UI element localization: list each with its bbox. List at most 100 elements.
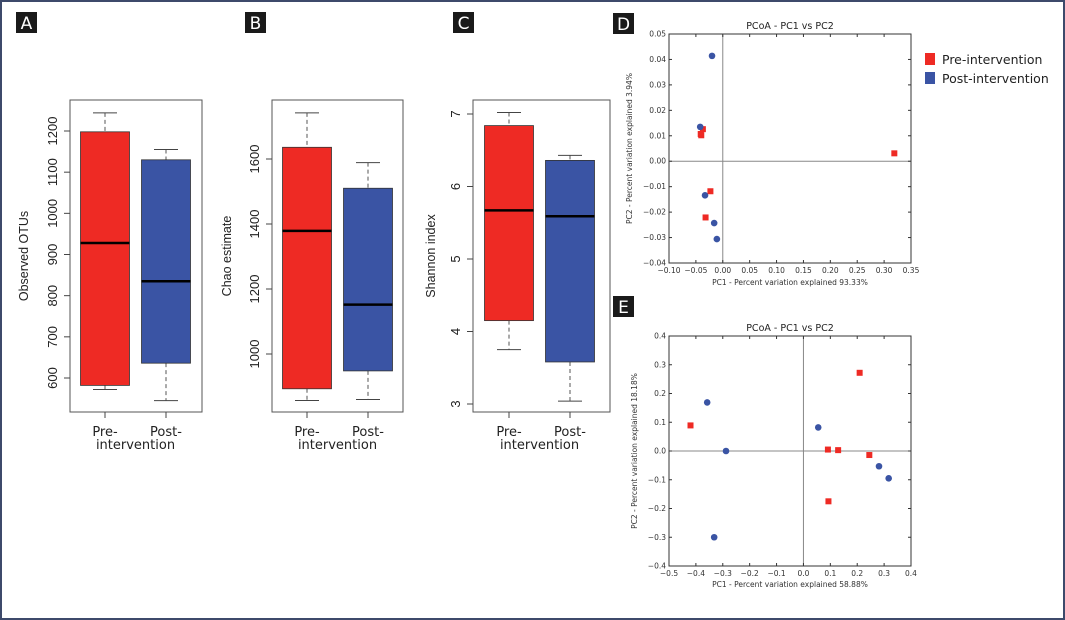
- box-post: [141, 149, 191, 402]
- panel-label-box: [453, 12, 474, 33]
- panel-label-text: A: [21, 14, 33, 34]
- panel-label-text: D: [617, 15, 630, 35]
- x-axis-title: PC1 - Percent variation explained 93.33%: [712, 278, 868, 287]
- y-tick-label: 3: [448, 400, 463, 407]
- x-category-label: Post-: [352, 425, 384, 440]
- x-axis-title: PC1 - Percent variation explained 58.88%: [712, 580, 868, 589]
- y-tick-label: −0.02: [643, 208, 666, 217]
- panel-label-box: [16, 12, 37, 33]
- y-axis-title: PC2 - Percent variation explained 3.94%: [625, 73, 634, 224]
- x-category-label-line2: intervention: [96, 438, 175, 453]
- x-category-label-line2: intervention: [298, 438, 377, 453]
- data-point-pre: [824, 446, 831, 453]
- x-category-label: Pre-: [92, 425, 118, 440]
- y-tick-label: 1000: [45, 199, 60, 228]
- y-tick-label: 0.2: [654, 389, 666, 398]
- y-tick-label: 0.05: [649, 30, 666, 39]
- y-tick-label: 0.03: [649, 80, 666, 89]
- y-tick-label: 0.0: [654, 447, 666, 456]
- box-post: [343, 162, 393, 400]
- y-tick-label: 0.04: [649, 55, 666, 64]
- data-point-pre: [835, 447, 842, 454]
- plot-frame: [668, 33, 912, 264]
- boxplot-panel-a: 600 700 800 900 1000 1100 1200 Observed OTUs Pre…: [17, 99, 203, 453]
- y-tick-label: 1200: [247, 275, 262, 304]
- panel-label-text: C: [458, 14, 470, 34]
- panel-label-box: [245, 12, 266, 33]
- data-point-post: [696, 123, 704, 131]
- y-tick-label: 1600: [247, 145, 262, 174]
- iqr-box: [343, 187, 393, 372]
- data-point-pre: [698, 132, 705, 139]
- legend-item-pre: Pre-intervention: [925, 52, 1042, 67]
- plot-frame: [472, 99, 611, 413]
- y-axis-title: Shannon index: [424, 214, 438, 298]
- y-axis-title: PC2 - Percent variation explained 18.18%: [630, 373, 639, 529]
- iqr-box: [141, 159, 191, 364]
- plot-title: PCoA - PC1 vs PC2: [746, 323, 834, 334]
- legend: Pre-intervention Post-intervention: [925, 52, 1049, 86]
- y-tick-label: −0.04: [643, 259, 666, 268]
- box-pre: [484, 112, 534, 351]
- data-point-pre: [699, 126, 706, 133]
- y-tick-label: 700: [45, 326, 60, 348]
- iqr-box: [80, 131, 130, 386]
- x-category-label: Pre-: [496, 425, 522, 440]
- y-tick-label: 1200: [45, 117, 60, 146]
- y-tick-label: −0.3: [648, 533, 666, 542]
- legend-item-post: Post-intervention: [925, 71, 1049, 86]
- x-tick-label: 0.2: [851, 569, 863, 578]
- box-pre: [282, 112, 332, 401]
- y-tick-label: −0.2: [648, 504, 666, 513]
- x-tick-label: 0.15: [795, 266, 812, 275]
- x-category-label: Pre-: [294, 425, 320, 440]
- x-tick-label: 0.05: [741, 266, 758, 275]
- panel-label-box: [613, 296, 634, 317]
- y-tick-label: 800: [45, 285, 60, 307]
- y-tick-label: 5: [448, 255, 463, 262]
- data-point-post: [713, 235, 721, 243]
- x-tick-label: −0.5: [660, 569, 678, 578]
- x-tick-label: 0.0: [797, 569, 809, 578]
- data-point-pre: [687, 422, 694, 429]
- iqr-box: [484, 125, 534, 322]
- plot-title: PCoA - PC1 vs PC2: [746, 21, 834, 32]
- y-tick-label: 0.1: [654, 418, 666, 427]
- y-tick-label: 0.4: [654, 332, 666, 341]
- x-tick-label: 0.3: [878, 569, 890, 578]
- data-point-post: [885, 475, 892, 482]
- x-tick-label: −0.1: [767, 569, 785, 578]
- x-tick-label: −0.05: [684, 266, 707, 275]
- y-tick-label: −0.01: [643, 182, 666, 191]
- x-tick-label: 0.20: [822, 266, 839, 275]
- x-category-label: Post-: [150, 425, 182, 440]
- legend-swatch: [925, 72, 935, 84]
- data-point-post: [814, 424, 822, 431]
- data-point-post: [710, 533, 718, 541]
- data-point-pre: [825, 498, 832, 505]
- box-post: [545, 154, 595, 402]
- y-tick-label: 0.02: [649, 106, 666, 115]
- data-point-post: [875, 462, 883, 470]
- y-tick-label: 4: [448, 328, 463, 335]
- x-tick-label: 0.4: [905, 569, 917, 578]
- data-point-post: [722, 447, 730, 455]
- x-tick-label: 0.00: [714, 266, 731, 275]
- panel-label-e: E: [613, 296, 634, 318]
- data-point-pre: [891, 150, 898, 157]
- panel-label-c: C: [453, 12, 474, 34]
- y-tick-label: −0.03: [643, 233, 666, 242]
- y-tick-label: 0.00: [649, 157, 666, 166]
- x-category-label: Post-: [554, 425, 586, 440]
- y-tick-label: 1100: [45, 158, 60, 186]
- panel-label-text: B: [250, 14, 262, 34]
- data-point-pre: [866, 452, 873, 459]
- data-point-pre: [856, 369, 863, 376]
- scatter-panel-d: PCoA - PC1 vs PC2 −0.10 −0.05 0.00 0.05 0.10 0…: [625, 21, 920, 287]
- plot-frame: [271, 99, 404, 413]
- data-point-post: [703, 399, 711, 406]
- y-tick-label: 900: [45, 244, 60, 266]
- data-point-post: [701, 192, 709, 199]
- y-tick-label: 6: [448, 183, 463, 190]
